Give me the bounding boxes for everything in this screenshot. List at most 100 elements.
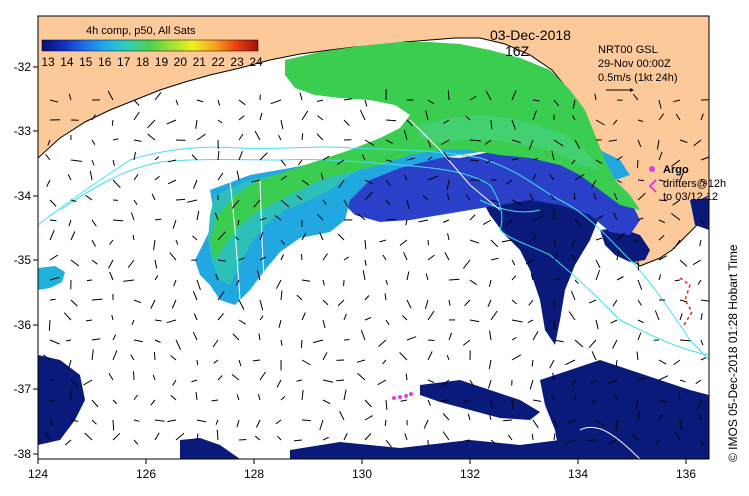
current-vector [301,133,304,141]
current-vector [111,314,114,321]
current-vector [254,435,261,441]
current-vector [591,399,597,404]
current-vector [447,233,450,241]
current-vector [130,212,135,221]
current-vector [699,239,702,247]
current-vector [112,334,117,341]
current-vector [586,439,597,442]
current-vector [300,339,303,348]
current-vector [698,413,702,421]
current-vector [196,133,206,141]
current-vector [133,111,140,121]
current-vector [364,399,372,408]
current-vector [679,299,688,303]
current-vector [679,379,686,383]
current-vector [172,379,177,386]
current-vector [488,359,492,370]
current-vector [692,259,702,266]
current-vector [238,439,247,441]
current-vector [232,333,240,341]
current-vector [364,433,372,441]
current-vector [511,139,521,144]
current-vector [49,219,57,222]
current-vector [153,239,156,251]
current-vector [427,310,435,321]
lon-label: 132 [460,467,480,481]
lat-axis [33,66,38,455]
current-vector [236,394,240,401]
current-vector [236,170,240,181]
current-vector [109,271,114,281]
argo-label: Argo [663,164,689,176]
current-vector [215,419,219,425]
current-vector [637,332,642,341]
current-vector [658,179,666,182]
current-vector [511,336,517,341]
current-vector [270,99,282,105]
current-vector [231,199,240,209]
current-vector [700,156,709,161]
lon-axis [37,459,687,464]
current-vector [112,419,115,431]
current-vector [658,151,663,161]
current-vector [360,330,366,341]
current-vector [593,193,597,201]
current-vector [280,159,287,167]
current-vector [700,313,703,321]
current-vector [693,139,702,147]
current-vector [469,239,480,244]
current-vector [339,410,345,421]
current-vector [564,439,576,445]
current-vector [610,319,618,324]
current-vector [469,95,477,101]
current-vector [364,179,373,185]
current-vector [529,193,534,201]
current-vector [322,253,329,261]
current-vector [319,419,324,431]
current-vector [301,232,307,241]
current-vector [301,279,311,282]
current-vector [673,239,681,250]
current-vector [427,254,435,261]
current-vector [343,98,353,101]
current-vector [615,419,618,431]
current-vector [322,155,330,161]
current-vector [46,179,51,187]
colorbar-tick-label: 20 [174,55,188,69]
current-vector [532,216,543,221]
current-vector [423,419,429,429]
current-vector [109,239,114,245]
current-vector [532,99,540,102]
current-vector [364,99,368,107]
current-vector [108,259,114,269]
current-vector [700,219,705,226]
current-vector [44,432,51,441]
current-vector [336,159,345,166]
current-vector [607,379,618,384]
current-vector [280,290,283,301]
current-vector [637,179,644,182]
current-vector [467,413,471,421]
current-vector [212,339,219,348]
current-vector [211,399,219,402]
current-vector [406,299,412,309]
current-vector [133,371,135,381]
current-vector [441,399,450,402]
current-vector [485,90,492,101]
current-vector [196,359,199,366]
current-vector [385,279,388,285]
current-vector [573,193,576,201]
map-hour: 16Z [505,43,530,59]
current-vector [91,239,96,247]
current-vector [658,359,667,365]
current-vector [91,259,98,265]
current-vector [175,339,182,350]
current-vector [45,153,51,161]
current-vector [175,198,186,201]
current-vector [196,99,204,103]
current-vector [171,299,177,309]
current-vector [637,159,639,168]
current-vector [280,119,284,130]
current-vector [406,157,415,161]
current-vector [217,291,225,301]
